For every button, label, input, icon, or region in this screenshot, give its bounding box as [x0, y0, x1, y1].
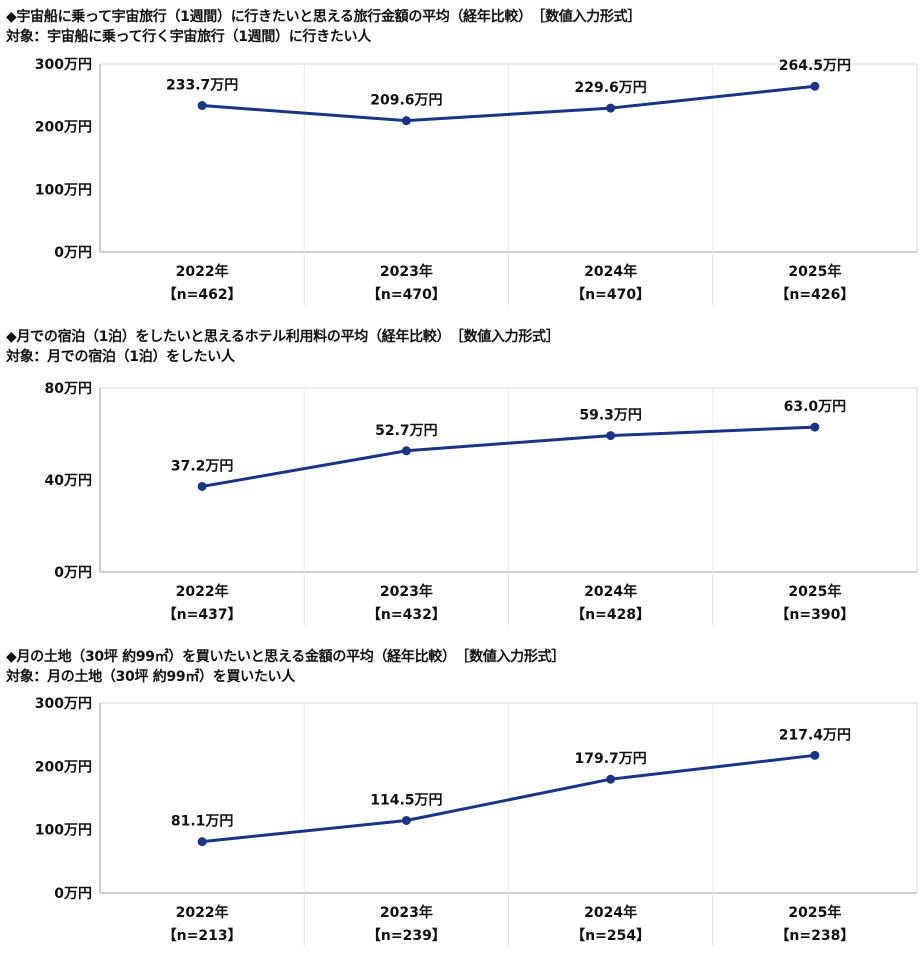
- chart-1-subtitle: 対象：宇宙船に乗って行く宇宙旅行（1週間）に行きたい人: [6, 29, 371, 45]
- data-point: [197, 101, 207, 111]
- data-label: 209.6万円: [370, 93, 442, 109]
- x-n-label: 【n=470】: [367, 287, 446, 303]
- chart-3-subtitle: 対象：月の土地（30坪 約99㎡）を買いたい人: [6, 669, 295, 685]
- chart-1-plot: 0万円 100万円 200万円 300万円 2022年【n=462】 2023年【n=47…: [35, 57, 918, 305]
- x-n-label: 【n=239】: [367, 928, 446, 944]
- x-n-label: 【n=432】: [367, 607, 446, 623]
- data-point: [810, 81, 820, 91]
- x-year-label: 2023年: [380, 904, 433, 921]
- data-point: [810, 422, 820, 432]
- chart-2-plot: 0万円 40万円 80万円 2022年【n=437】 2023年【n=432】 2024年…: [45, 381, 918, 625]
- y-tick-label: 300万円: [35, 57, 92, 73]
- chart-3-section: ◆月の土地（30坪 約99㎡）を買いたいと思える金額の平均（経年比較） ［数値入…: [0, 646, 920, 964]
- data-label: 63.0万円: [784, 399, 847, 415]
- x-year-label: 2025年: [788, 583, 841, 600]
- x-year-label: 2024年: [584, 263, 637, 280]
- data-point: [810, 750, 820, 760]
- data-label: 233.7万円: [166, 78, 238, 94]
- data-point: [197, 481, 207, 491]
- data-label: 179.7万円: [574, 751, 646, 767]
- x-n-label: 【n=437】: [163, 607, 242, 623]
- chart-2-subtitle: 対象：月での宿泊（1泊）をしたい人: [6, 349, 235, 365]
- x-year-label: 2022年: [176, 583, 229, 600]
- y-tick-label: 100万円: [35, 823, 92, 839]
- data-label: 229.6万円: [574, 80, 646, 96]
- chart-2-title: ◆月での宿泊（1泊）をしたいと思えるホテル利用料の平均（経年比較） ［数値入力形…: [6, 329, 560, 345]
- data-label: 37.2万円: [171, 458, 234, 474]
- x-year-label: 2024年: [584, 904, 637, 921]
- data-label: 264.5万円: [779, 58, 851, 74]
- data-point: [401, 446, 411, 456]
- data-point: [606, 103, 616, 113]
- x-n-label: 【n=238】: [775, 928, 854, 944]
- x-year-label: 2023年: [380, 263, 433, 280]
- y-tick-label: 0万円: [54, 886, 92, 902]
- x-n-label: 【n=428】: [571, 607, 650, 623]
- data-point: [401, 116, 411, 126]
- y-tick-label: 40万円: [45, 473, 92, 489]
- chart-3-title: ◆月の土地（30坪 約99㎡）を買いたいと思える金額の平均（経年比較） ［数値入…: [6, 649, 565, 665]
- x-n-label: 【n=470】: [571, 287, 650, 303]
- data-point: [197, 837, 207, 847]
- data-point: [606, 431, 616, 441]
- x-n-label: 【n=254】: [571, 928, 650, 944]
- data-line: [202, 84, 816, 123]
- x-year-label: 2023年: [380, 583, 433, 600]
- data-label: 52.7万円: [375, 423, 438, 439]
- x-year-label: 2022年: [176, 904, 229, 921]
- data-point: [606, 774, 616, 784]
- data-line: [201, 753, 816, 844]
- x-year-label: 2025年: [788, 263, 841, 280]
- chart-1-title: ◆宇宙船に乗って宇宙旅行（1週間）に行きたいと思える旅行金額の平均（経年比較） …: [6, 9, 641, 25]
- x-n-label: 【n=390】: [775, 607, 854, 623]
- x-year-label: 2025年: [788, 904, 841, 921]
- data-point: [401, 815, 411, 825]
- data-line: [201, 425, 815, 488]
- y-tick-label: 200万円: [35, 120, 92, 136]
- x-year-label: 2022年: [176, 263, 229, 280]
- y-tick-label: 200万円: [35, 759, 92, 775]
- data-label: 114.5万円: [370, 792, 442, 808]
- y-tick-label: 0万円: [54, 245, 92, 261]
- y-tick-label: 100万円: [35, 182, 92, 198]
- chart-1-section: ◆宇宙船に乗って宇宙旅行（1週間）に行きたいと思える旅行金額の平均（経年比較） …: [0, 6, 920, 316]
- chart-2-section: ◆月での宿泊（1泊）をしたいと思えるホテル利用料の平均（経年比較） ［数値入力形…: [0, 326, 920, 636]
- data-label: 217.4万円: [779, 727, 851, 743]
- x-year-label: 2024年: [584, 583, 637, 600]
- y-tick-label: 0万円: [54, 565, 92, 581]
- y-tick-label: 80万円: [45, 381, 92, 397]
- data-label: 59.3万円: [579, 408, 642, 424]
- x-n-label: 【n=426】: [775, 287, 854, 303]
- x-n-label: 【n=213】: [163, 928, 242, 944]
- data-label: 81.1万円: [171, 814, 234, 830]
- x-n-label: 【n=462】: [163, 287, 242, 303]
- y-tick-label: 300万円: [35, 696, 92, 712]
- chart-3-plot: 0万円 100万円 200万円 300万円 2022年【n=213】 2023年【n=23…: [35, 696, 918, 946]
